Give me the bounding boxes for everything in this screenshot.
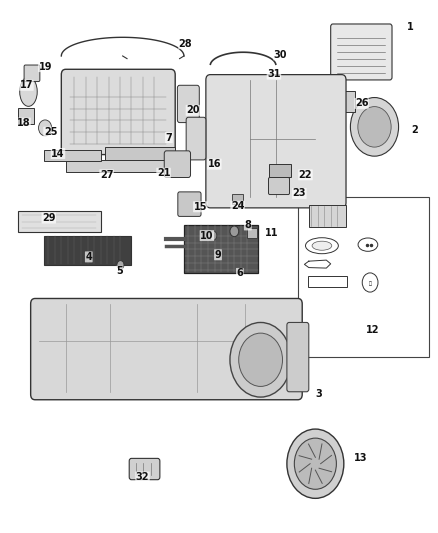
Text: 🔒: 🔒 (369, 280, 371, 286)
Text: 16: 16 (208, 159, 221, 169)
Text: 29: 29 (42, 213, 56, 223)
Text: 8: 8 (244, 220, 251, 230)
Text: 12: 12 (366, 326, 379, 335)
FancyBboxPatch shape (24, 65, 40, 82)
FancyBboxPatch shape (186, 117, 206, 160)
FancyBboxPatch shape (331, 24, 392, 80)
Text: 5: 5 (116, 266, 123, 276)
Text: 18: 18 (17, 118, 30, 128)
Bar (18, 211, 101, 232)
Circle shape (39, 120, 52, 136)
Text: 30: 30 (274, 50, 287, 60)
Bar (308, 276, 347, 287)
Text: 22: 22 (299, 170, 312, 180)
FancyBboxPatch shape (178, 192, 201, 216)
Circle shape (239, 333, 283, 386)
Text: 21: 21 (157, 168, 170, 178)
Bar (219, 75, 272, 81)
Text: 9: 9 (215, 250, 221, 260)
Text: 32: 32 (136, 472, 149, 482)
Circle shape (117, 261, 124, 269)
Text: 13: 13 (354, 454, 367, 463)
Polygon shape (304, 260, 331, 268)
Circle shape (230, 322, 291, 397)
Circle shape (287, 429, 344, 498)
Bar (184, 225, 258, 273)
Text: 11: 11 (265, 228, 278, 238)
Ellipse shape (358, 238, 378, 252)
Text: 25: 25 (44, 127, 57, 137)
Circle shape (294, 438, 336, 489)
Text: 26: 26 (355, 99, 368, 108)
Bar (18, 108, 34, 124)
Text: 19: 19 (39, 62, 52, 71)
Bar (44, 150, 101, 161)
Circle shape (230, 226, 239, 237)
FancyBboxPatch shape (61, 69, 175, 155)
Text: 1: 1 (407, 22, 414, 31)
Text: 4: 4 (85, 252, 92, 262)
Text: 14: 14 (51, 149, 65, 158)
Bar (232, 194, 243, 204)
Text: 7: 7 (166, 133, 172, 142)
Text: 23: 23 (293, 189, 306, 198)
Circle shape (362, 273, 378, 292)
Bar (66, 160, 166, 172)
Text: 17: 17 (20, 80, 33, 90)
Bar (105, 147, 175, 160)
Text: 27: 27 (100, 170, 113, 180)
FancyBboxPatch shape (31, 298, 302, 400)
Text: 6: 6 (237, 269, 243, 278)
Text: 31: 31 (267, 69, 281, 79)
Text: 20: 20 (186, 106, 200, 115)
Text: 3: 3 (315, 390, 322, 399)
Text: 2: 2 (412, 125, 418, 134)
Circle shape (209, 231, 217, 240)
Bar (44, 236, 131, 265)
Text: 24: 24 (231, 201, 244, 211)
Ellipse shape (312, 241, 332, 251)
Ellipse shape (305, 238, 338, 254)
FancyBboxPatch shape (129, 458, 160, 480)
FancyBboxPatch shape (206, 75, 346, 208)
Bar (269, 164, 291, 177)
Circle shape (350, 98, 399, 156)
Bar (247, 228, 257, 238)
Text: 28: 28 (179, 39, 192, 49)
Bar (309, 205, 346, 227)
Text: 15: 15 (194, 202, 207, 212)
Bar (298, 197, 429, 357)
Text: 10: 10 (200, 231, 214, 240)
FancyBboxPatch shape (268, 177, 290, 195)
Circle shape (358, 107, 391, 147)
FancyBboxPatch shape (177, 85, 199, 123)
FancyBboxPatch shape (287, 322, 309, 392)
Ellipse shape (20, 77, 37, 107)
FancyBboxPatch shape (164, 151, 191, 177)
Bar (324, 91, 355, 112)
